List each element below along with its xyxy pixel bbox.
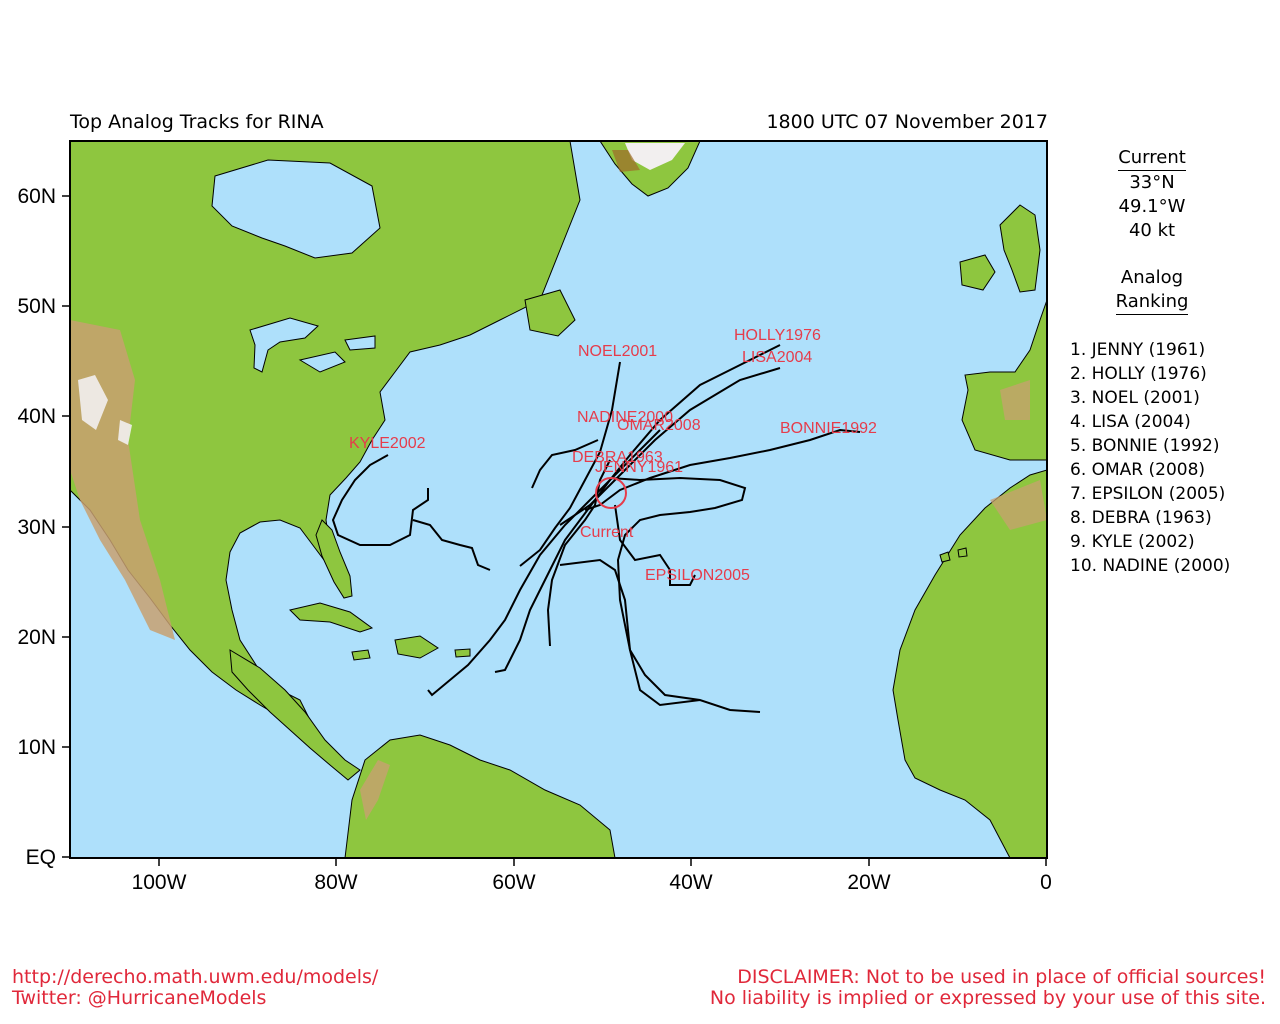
track-jenny-1961 [609, 476, 747, 701]
ranking-item: 9. KYLE (2002) [1070, 532, 1195, 552]
datetime-label: 1800 UTC 07 November 2017 [766, 111, 1048, 133]
disclaimer-line-1: DISCLAIMER: Not to be used in place of o… [737, 966, 1266, 988]
snow-caps [78, 375, 132, 445]
current-intensity: 40 kt [1128, 220, 1176, 241]
label-kyle2002: KYLE2002 [349, 435, 426, 452]
lat-label-40n: 40N [17, 405, 56, 428]
footer-left: http://derecho.math.uwm.edu/models/ Twit… [12, 967, 378, 1009]
track-kyle-2002 [331, 454, 491, 571]
analog-ranking-list: 1. JENNY (1961) 2. HOLLY (1976) 3. NOEL … [1070, 338, 1230, 578]
canary-islands [939, 547, 968, 563]
label-epsilon2005: EPSILON2005 [645, 567, 750, 584]
lat-label-10n: 10N [17, 736, 56, 759]
ranking-item: 4. LISA (2004) [1070, 412, 1191, 432]
lat-label-30n: 30N [17, 516, 56, 539]
ranking-item: 3. NOEL (2001) [1070, 388, 1200, 408]
label-holly1976: HOLLY1976 [734, 327, 821, 344]
current-lon: 49.1°W [1118, 196, 1186, 217]
newfoundland [524, 289, 576, 337]
lat-label-50n: 50N [17, 295, 56, 318]
label-lisa2004: LISA2004 [742, 349, 812, 366]
axis-ticks [62, 195, 1047, 866]
lat-label-60n: 60N [17, 185, 56, 208]
hispaniola [394, 635, 439, 659]
track-noel-2001 [519, 361, 621, 567]
label-omar2008: OMAR2008 [617, 417, 701, 434]
track-epsilon-2005 [559, 504, 761, 713]
chart-title: Top Analog Tracks for RINA [70, 111, 324, 133]
cuba [289, 602, 374, 633]
disclaimer-line-2: No liability is implied or expressed by … [709, 987, 1266, 1009]
lon-label-100w: 100W [132, 871, 187, 894]
current-info-panel: Current 33°N 49.1°W 40 kt [1100, 146, 1204, 243]
track-bonnie-1992 [584, 428, 861, 511]
british-isles [999, 204, 1041, 293]
jamaica [351, 649, 371, 661]
africa [892, 469, 1047, 858]
north-america-landmass [70, 141, 581, 729]
label-jenny1961: JENNY1961 [595, 459, 683, 476]
lon-label-0: 0 [1040, 871, 1052, 894]
label-current: Current [580, 524, 634, 541]
map-frame [69, 140, 1048, 859]
ireland [959, 254, 996, 291]
central-america [229, 649, 361, 781]
great-lakes [249, 317, 376, 373]
south-america [344, 734, 616, 858]
lon-label-40w: 40W [669, 871, 712, 894]
lon-label-60w: 60W [492, 871, 535, 894]
florida [315, 519, 353, 599]
ranking-item: 7. EPSILON (2005) [1070, 484, 1226, 504]
ranking-item: 8. DEBRA (1963) [1070, 508, 1212, 528]
lon-label-80w: 80W [314, 871, 357, 894]
label-debra1963: DEBRA1963 [572, 449, 663, 466]
greenland-ice [625, 143, 685, 170]
puerto-rico [454, 648, 471, 658]
label-bonnie1992: BONNIE1992 [780, 420, 877, 437]
track-omar-2008 [427, 429, 661, 697]
ranking-heading: Ranking [1115, 290, 1189, 315]
track-lisa-2004 [559, 367, 781, 526]
lon-label-20w: 20W [847, 871, 890, 894]
ranking-item: 10. NADINE (2000) [1070, 556, 1231, 576]
ranking-item: 5. BONNIE (1992) [1070, 436, 1220, 456]
ranking-item: 1. JENNY (1961) [1070, 340, 1206, 360]
current-lat: 33°N [1129, 172, 1175, 193]
track-nadine-2000 [531, 439, 599, 489]
current-heading: Current [1118, 146, 1186, 171]
analog-heading-block: Analog Ranking [1100, 266, 1204, 315]
hudson-bay [211, 159, 381, 259]
ranking-item: 6. OMAR (2008) [1070, 460, 1206, 480]
twitter-handle: Twitter: @HurricaneModels [12, 987, 267, 1009]
label-nadine2000: NADINE2000 [577, 409, 673, 426]
lat-label-20n: 20N [17, 626, 56, 649]
ranking-item: 2. HOLLY (1976) [1070, 364, 1207, 384]
current-position-circle [595, 477, 627, 509]
label-noel2001: NOEL2001 [578, 343, 657, 360]
analog-heading: Analog [1120, 267, 1184, 288]
footer-disclaimer: DISCLAIMER: Not to be used in place of o… [710, 967, 1266, 1009]
source-url-link[interactable]: http://derecho.math.uwm.edu/models/ [12, 966, 379, 988]
lat-label-eq: EQ [26, 846, 56, 869]
